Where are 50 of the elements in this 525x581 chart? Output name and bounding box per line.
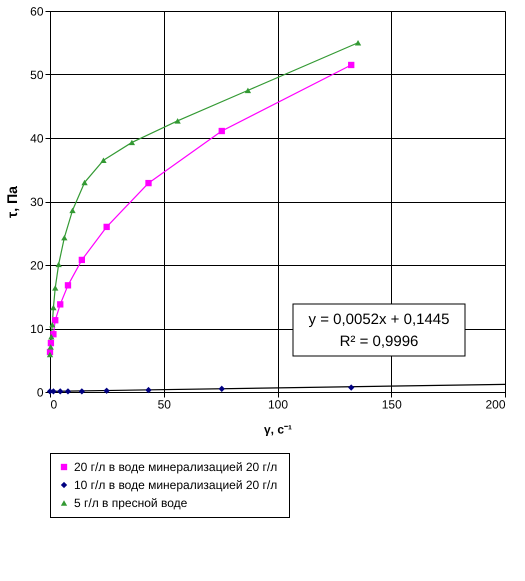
- point: [57, 388, 64, 395]
- point: [78, 388, 86, 395]
- point: [100, 157, 107, 163]
- point: [78, 256, 86, 264]
- point: [174, 118, 181, 124]
- point: [145, 386, 152, 394]
- y-tick-label: 30: [30, 195, 44, 209]
- x-tick-label: 200: [485, 398, 506, 412]
- y-tick-label: 60: [30, 4, 44, 18]
- point: [57, 301, 64, 308]
- point: [348, 384, 354, 391]
- y-tick-label: 40: [30, 132, 44, 146]
- point: [50, 304, 57, 310]
- point: [64, 388, 72, 395]
- point: [244, 88, 252, 94]
- x-tick-label: 0: [50, 398, 58, 412]
- point: [348, 62, 354, 68]
- annotation: R² = 0,9996: [340, 333, 418, 350]
- point: [354, 40, 362, 46]
- y-tick-label: 50: [30, 68, 44, 82]
- point: [61, 234, 68, 240]
- point: [48, 344, 54, 350]
- point: [81, 180, 88, 186]
- point: [64, 282, 72, 288]
- point: [69, 208, 76, 214]
- point: [48, 334, 55, 340]
- legend-label: 5 г/л в пресной воде: [74, 496, 188, 510]
- point: [128, 140, 136, 146]
- x-tick-label: 100: [268, 398, 288, 412]
- y-tick-label: 20: [30, 258, 44, 272]
- y-tick-label: 0: [36, 386, 44, 400]
- point: [103, 388, 110, 394]
- point: [52, 317, 58, 324]
- point: [48, 340, 54, 346]
- x-tick-label: 50: [158, 398, 172, 412]
- y-axis-title: τ, Па: [4, 186, 20, 218]
- x-axis-title: γ, с⁻¹: [264, 422, 292, 436]
- point: [218, 386, 225, 392]
- annotation: y = 0,0052x + 0,1445: [308, 311, 450, 328]
- point: [103, 224, 110, 230]
- point: [46, 352, 54, 358]
- legend-label: 10 г/л в воде минерализацией 20 г/л: [74, 478, 278, 492]
- x-tick-label: 150: [382, 398, 402, 412]
- point: [52, 285, 58, 291]
- point: [218, 128, 225, 134]
- y-tick-label: 10: [30, 322, 44, 336]
- legend-label: 20 г/л в воде минерализацией 20 г/л: [74, 460, 278, 474]
- point: [55, 262, 62, 268]
- point: [49, 322, 56, 328]
- point: [145, 180, 152, 186]
